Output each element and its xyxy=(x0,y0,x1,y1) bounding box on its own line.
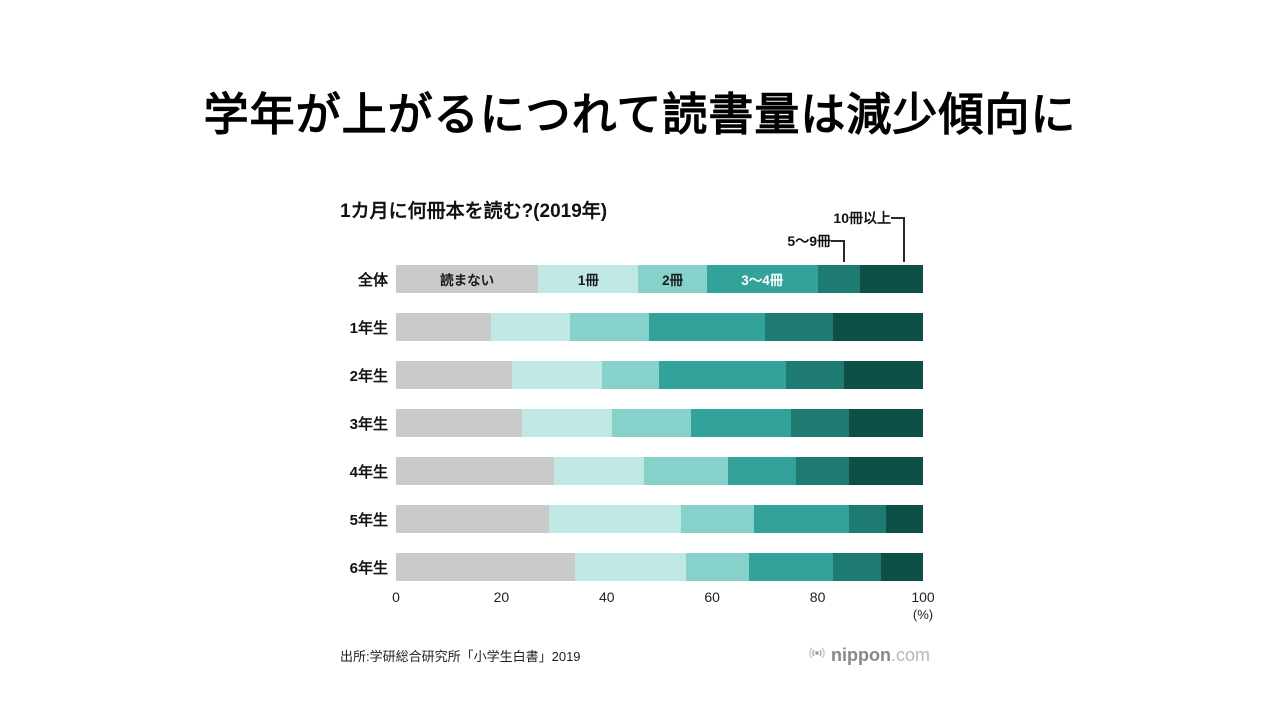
bar-segment xyxy=(601,361,660,389)
bar-segment xyxy=(849,505,887,533)
bar-segment xyxy=(396,505,549,533)
bar-segment: 2冊 xyxy=(638,265,707,293)
category-label: 全体 xyxy=(357,271,388,289)
x-axis-tick: 0 xyxy=(392,589,400,605)
x-axis-tick: 20 xyxy=(493,589,510,605)
bar-segment xyxy=(843,361,923,389)
bar-segment xyxy=(569,313,649,341)
stacked-bar xyxy=(396,505,923,533)
bar-segment xyxy=(548,505,681,533)
bar-segment xyxy=(849,409,923,437)
source-note: 出所:学研総合研究所「小学生白書」2019 xyxy=(340,649,581,664)
stacked-bar xyxy=(396,409,923,437)
nippon-com-logo: nippon.com xyxy=(807,643,930,668)
stacked-bar xyxy=(396,553,923,581)
x-axis-tick: 40 xyxy=(599,589,615,605)
x-axis: (%) 0 20 40 60 80 100 xyxy=(392,581,935,627)
bar-row: 2年生 xyxy=(340,361,940,389)
bar-segment xyxy=(648,313,765,341)
page-title: 学年が上がるにつれて読書量は減少傾向に xyxy=(203,89,1077,140)
bar-row: 3年生 xyxy=(340,409,940,437)
bar-segment xyxy=(680,505,755,533)
bar-segment xyxy=(396,313,491,341)
bar-segment: 読まない xyxy=(396,265,539,293)
category-label: 5年生 xyxy=(349,511,388,529)
stacked-bar xyxy=(396,361,923,389)
bar-segment xyxy=(612,409,692,437)
logo-text: nippon.com xyxy=(831,645,930,665)
stacked-bar-plot: 全体 読まない 1冊 2冊 3〜4冊 1年生 2年生 3年生 4年生 5年生 6年生 xyxy=(340,265,940,581)
category-label: 3年生 xyxy=(349,415,388,433)
bar-row: 5年生 xyxy=(340,505,940,533)
bar-segment xyxy=(643,457,728,485)
reading-volume-chart: 1カ月に何冊本を読む?(2019年) 10冊以上 5〜9冊 全体 読まない 1冊 2冊… xyxy=(340,196,940,668)
bar-segment: 3〜4冊 xyxy=(706,265,818,293)
callout-connector-line xyxy=(831,240,845,262)
bar-segment xyxy=(833,553,881,581)
legend-label-5to9: 5〜9冊 xyxy=(787,233,831,249)
bar-segment xyxy=(817,265,860,293)
bar-segment xyxy=(727,457,797,485)
bar-row: 6年生 xyxy=(340,553,940,581)
segment-legend-label: 1冊 xyxy=(577,273,599,288)
bar-segment xyxy=(764,313,834,341)
x-axis-tick: 100 xyxy=(911,589,935,605)
bar-segment xyxy=(396,457,555,485)
segment-legend-label: 2冊 xyxy=(662,273,684,288)
bar-segment xyxy=(396,409,523,437)
bar-segment xyxy=(490,313,570,341)
bar-segment xyxy=(691,409,792,437)
category-label: 4年生 xyxy=(349,463,388,481)
bar-segment xyxy=(796,457,850,485)
bar-segment xyxy=(754,505,850,533)
bar-segment xyxy=(554,457,644,485)
category-label: 6年生 xyxy=(349,559,388,577)
legend-callout-5to9: 5〜9冊 xyxy=(787,231,845,262)
bar-segment xyxy=(396,361,512,389)
bar-segment xyxy=(791,409,850,437)
bar-segment xyxy=(749,553,834,581)
bar-segment xyxy=(685,553,750,581)
segment-legend-label: 3〜4冊 xyxy=(741,273,784,288)
bar-row: 1年生 xyxy=(340,313,940,341)
chart-footer: 出所:学研総合研究所「小学生白書」2019 nippon.com xyxy=(340,643,930,668)
bar-segment xyxy=(849,457,923,485)
bar-segment xyxy=(522,409,613,437)
stacked-bar xyxy=(396,313,923,341)
category-label: 1年生 xyxy=(349,319,388,337)
bar-segment xyxy=(886,505,923,533)
bar-segment: 1冊 xyxy=(538,265,639,293)
chart-title: 1カ月に何冊本を読む?(2019年) xyxy=(340,201,608,222)
stacked-bar: 読まない 1冊 2冊 3〜4冊 xyxy=(396,265,923,293)
bar-segment xyxy=(659,361,786,389)
bar-segment xyxy=(575,553,686,581)
broadcast-icon xyxy=(807,643,827,668)
bar-segment xyxy=(833,313,923,341)
bar-segment xyxy=(396,553,576,581)
stacked-bar xyxy=(396,457,923,485)
bar-segment xyxy=(859,265,923,293)
bar-segment xyxy=(880,553,923,581)
callout-connector-line xyxy=(891,217,905,262)
bar-segment xyxy=(511,361,602,389)
bar-row: 全体 読まない 1冊 2冊 3〜4冊 xyxy=(340,265,940,293)
bar-segment xyxy=(785,361,844,389)
bar-row: 4年生 xyxy=(340,457,940,485)
x-axis-unit: (%) xyxy=(912,607,934,622)
x-axis-tick: 60 xyxy=(704,589,720,605)
segment-legend-label: 読まない xyxy=(440,273,495,288)
x-axis-tick: 80 xyxy=(809,589,826,605)
category-label: 2年生 xyxy=(349,367,388,385)
